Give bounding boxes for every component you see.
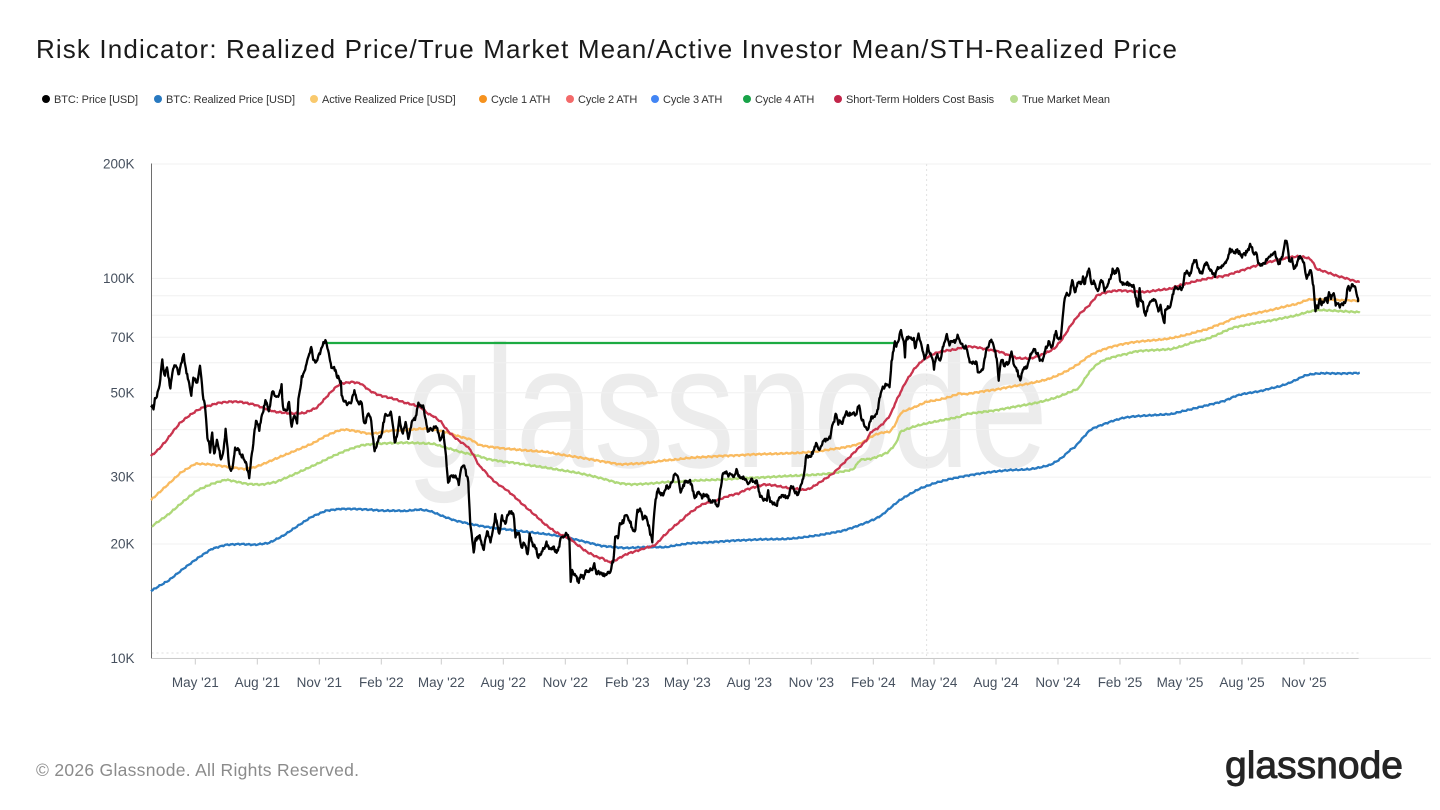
svg-text:Feb '23: Feb '23 [605, 675, 650, 690]
svg-text:Aug '21: Aug '21 [235, 675, 280, 690]
svg-text:Nov '21: Nov '21 [297, 675, 342, 690]
svg-text:Feb '22: Feb '22 [359, 675, 404, 690]
svg-text:Nov '24: Nov '24 [1035, 675, 1081, 690]
svg-text:May '23: May '23 [664, 675, 711, 690]
svg-text:True Market Mean: True Market Mean [1022, 94, 1110, 106]
svg-text:70K: 70K [110, 330, 134, 345]
svg-text:50K: 50K [110, 385, 134, 400]
svg-text:BTC: Realized Price [USD]: BTC: Realized Price [USD] [166, 94, 295, 106]
svg-text:20K: 20K [110, 537, 134, 552]
svg-text:Aug '25: Aug '25 [1219, 675, 1264, 690]
svg-text:Cycle 1 ATH: Cycle 1 ATH [491, 94, 550, 106]
svg-text:200K: 200K [103, 157, 135, 172]
svg-text:Nov '25: Nov '25 [1281, 675, 1326, 690]
svg-text:Short-Term Holders Cost Basis: Short-Term Holders Cost Basis [846, 94, 995, 106]
svg-text:Aug '22: Aug '22 [481, 675, 526, 690]
svg-text:glassnode: glassnode [1225, 745, 1403, 787]
svg-text:© 2026 Glassnode. All Rights R: © 2026 Glassnode. All Rights Reserved. [36, 760, 359, 780]
svg-text:Nov '23: Nov '23 [789, 675, 834, 690]
svg-text:100K: 100K [103, 271, 135, 286]
svg-text:Cycle 2 ATH: Cycle 2 ATH [578, 94, 637, 106]
svg-text:Aug '24: Aug '24 [973, 675, 1019, 690]
svg-text:Feb '25: Feb '25 [1098, 675, 1143, 690]
svg-text:BTC: Price [USD]: BTC: Price [USD] [54, 94, 138, 106]
svg-text:May '24: May '24 [911, 675, 958, 690]
svg-text:Active Realized Price [USD]: Active Realized Price [USD] [322, 94, 456, 106]
svg-text:Nov '22: Nov '22 [543, 675, 588, 690]
svg-text:Cycle 3 ATH: Cycle 3 ATH [663, 94, 722, 106]
svg-text:10K: 10K [110, 651, 134, 666]
svg-text:Aug '23: Aug '23 [727, 675, 772, 690]
svg-text:May '21: May '21 [172, 675, 219, 690]
svg-text:Cycle 4 ATH: Cycle 4 ATH [755, 94, 814, 106]
svg-text:May '25: May '25 [1157, 675, 1204, 690]
svg-text:Feb '24: Feb '24 [851, 675, 896, 690]
svg-text:Risk Indicator: Realized Price: Risk Indicator: Realized Price/True Mark… [36, 34, 1177, 64]
svg-text:30K: 30K [110, 470, 134, 485]
svg-text:May '22: May '22 [418, 675, 465, 690]
